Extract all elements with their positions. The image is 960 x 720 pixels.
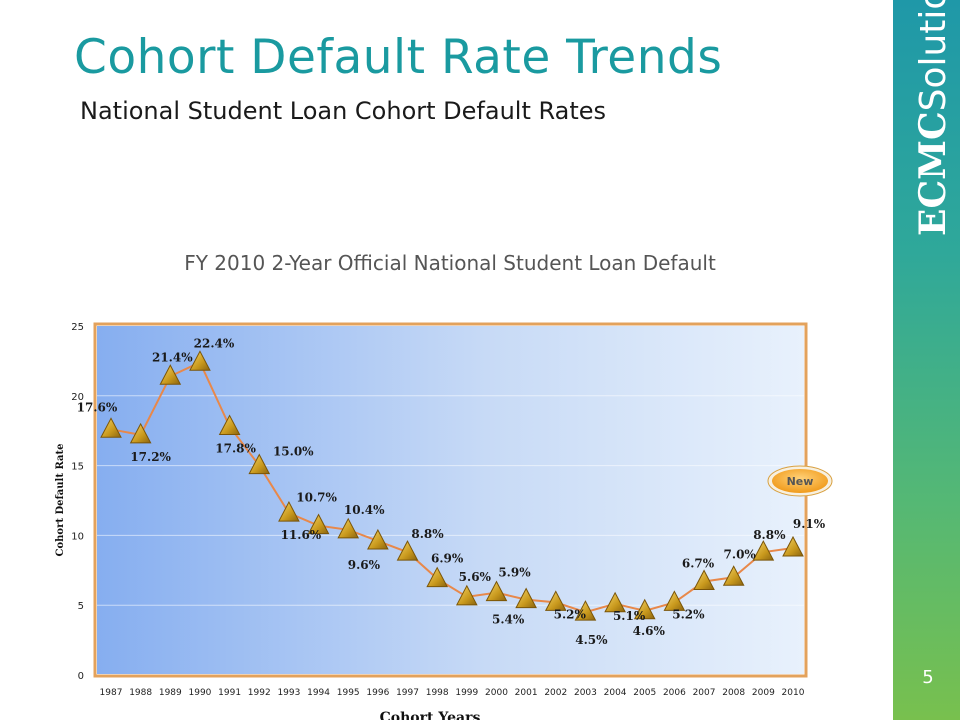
data-label: 4.5% xyxy=(575,633,608,647)
data-point-marker xyxy=(278,500,300,522)
x-tick-label: 1990 xyxy=(189,688,212,698)
data-label: 5.6% xyxy=(459,570,492,584)
plot-frame xyxy=(93,322,808,678)
x-tick-label: 2003 xyxy=(574,688,597,698)
x-tick-label: 2007 xyxy=(693,688,716,698)
data-label: 5.2% xyxy=(554,607,587,621)
y-tick-label: 25 xyxy=(71,322,84,333)
x-tick-label: 2002 xyxy=(544,688,567,698)
data-point-marker xyxy=(337,517,360,539)
x-tick-label: 2008 xyxy=(722,688,745,698)
data-label: 5.9% xyxy=(498,566,531,580)
y-tick-label: 5 xyxy=(78,601,84,612)
data-point-marker xyxy=(485,580,508,602)
data-point-marker xyxy=(633,598,656,620)
data-label: 6.9% xyxy=(431,552,464,566)
data-label: 6.7% xyxy=(682,556,715,570)
brand-logo: ECMCSolutions xyxy=(912,0,954,236)
data-label: 8.8% xyxy=(411,527,444,541)
page-title: Cohort Default Rate Trends xyxy=(74,30,723,85)
data-point-marker xyxy=(544,590,567,611)
x-tick-label: 1992 xyxy=(248,688,271,698)
data-label: 5.1% xyxy=(613,609,646,623)
data-point-marker xyxy=(189,350,211,371)
series-line xyxy=(110,360,794,614)
data-point-marker xyxy=(693,569,715,590)
data-point-marker xyxy=(663,590,686,611)
brand-logo-part1: ECMC xyxy=(912,111,954,236)
data-point-marker xyxy=(307,513,330,535)
y-tick-label: 0 xyxy=(78,671,84,682)
x-tick-label: 1999 xyxy=(455,688,478,698)
data-label: 5.4% xyxy=(492,613,525,627)
data-label: 9.6% xyxy=(348,558,381,572)
data-label: 10.4% xyxy=(344,503,385,517)
x-tick-label: 1997 xyxy=(396,688,419,698)
x-tick-label: 1989 xyxy=(159,688,182,698)
x-tick-label: 1994 xyxy=(307,688,330,698)
data-label: 22.4% xyxy=(194,336,235,350)
new-badge: New xyxy=(767,465,833,497)
x-tick-label: 1993 xyxy=(277,688,300,698)
data-point-marker xyxy=(782,535,804,557)
y-tick-label: 10 xyxy=(71,531,84,542)
page-number: 5 xyxy=(922,667,934,688)
data-label: 8.8% xyxy=(753,528,786,542)
data-label: 9.1% xyxy=(793,517,826,531)
x-tick-label: 1998 xyxy=(426,688,449,698)
data-point-marker xyxy=(248,453,271,475)
data-point-marker xyxy=(159,364,182,385)
data-point-marker xyxy=(604,591,626,613)
data-label: 21.4% xyxy=(152,350,193,364)
data-point-marker xyxy=(752,540,775,561)
data-point-marker xyxy=(396,540,419,561)
x-tick-label: 1996 xyxy=(366,688,389,698)
data-label: 10.7% xyxy=(296,491,337,505)
data-point-marker xyxy=(574,600,597,621)
data-label: 11.6% xyxy=(281,528,322,542)
x-tick-label: 1995 xyxy=(337,688,360,698)
data-point-marker xyxy=(515,587,537,609)
plot-area xyxy=(97,326,804,674)
data-label: 7.0% xyxy=(724,547,757,561)
data-point-marker xyxy=(100,417,122,438)
x-tick-label: 1991 xyxy=(218,688,241,698)
brand-sidebar xyxy=(893,0,960,720)
x-tick-label: 2009 xyxy=(752,688,775,698)
data-label: 17.2% xyxy=(130,450,171,464)
chart-title: FY 2010 2-Year Official National Student… xyxy=(184,251,716,275)
y-tick-label: 15 xyxy=(71,462,84,473)
new-badge-label: New xyxy=(787,475,814,488)
page-subtitle: National Student Loan Cohort Default Rat… xyxy=(80,97,607,125)
brand-logo-part2: Solutions xyxy=(913,0,954,112)
x-axis-label: Cohort Years xyxy=(380,710,481,720)
x-tick-label: 2006 xyxy=(663,688,686,698)
data-label: 17.6% xyxy=(77,400,118,414)
x-tick-label: 2000 xyxy=(485,688,508,698)
x-tick-label: 2010 xyxy=(782,688,805,698)
x-tick-label: 1987 xyxy=(100,688,123,698)
data-point-marker xyxy=(722,565,745,586)
data-label: 4.6% xyxy=(633,624,666,638)
data-point-marker xyxy=(129,422,152,444)
line-chart: FY 2010 2-Year Official National Student… xyxy=(55,251,833,720)
x-tick-label: 1988 xyxy=(129,688,152,698)
data-point-marker xyxy=(367,528,389,550)
y-tick-label: 20 xyxy=(71,392,84,403)
x-tick-label: 2005 xyxy=(633,688,656,698)
y-axis-label: Cohort Default Rate xyxy=(55,444,66,557)
data-label: 5.2% xyxy=(672,607,705,621)
data-point-marker xyxy=(218,414,241,436)
data-label: 15.0% xyxy=(273,445,314,459)
data-point-marker xyxy=(426,566,449,588)
data-label: 17.8% xyxy=(215,442,256,456)
data-point-marker xyxy=(455,584,478,606)
x-tick-label: 2001 xyxy=(515,688,538,698)
x-tick-label: 2004 xyxy=(604,688,627,698)
